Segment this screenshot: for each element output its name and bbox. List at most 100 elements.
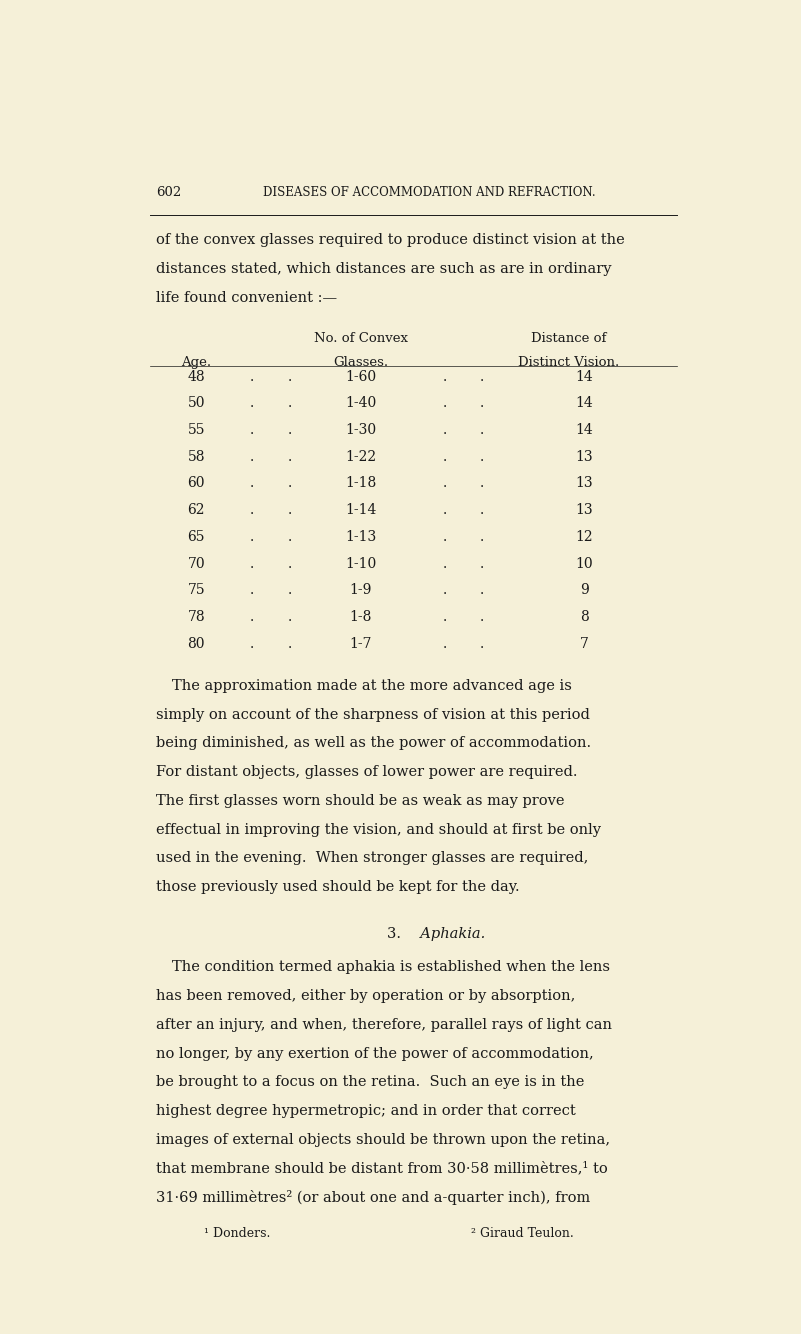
Text: .: . — [442, 503, 447, 518]
Text: those previously used should be kept for the day.: those previously used should be kept for… — [156, 880, 520, 894]
Text: Distance of: Distance of — [531, 332, 606, 344]
Text: .: . — [250, 450, 255, 464]
Text: of the convex glasses required to produce distinct vision at the: of the convex glasses required to produc… — [156, 233, 625, 247]
Text: .: . — [288, 583, 292, 598]
Text: .: . — [288, 370, 292, 384]
Text: .: . — [480, 370, 484, 384]
Text: images of external objects should be thrown upon the retina,: images of external objects should be thr… — [156, 1133, 610, 1147]
Text: .: . — [442, 370, 447, 384]
Text: .: . — [288, 423, 292, 438]
Text: 8: 8 — [580, 610, 589, 624]
Text: 13: 13 — [575, 503, 594, 518]
Text: 62: 62 — [187, 503, 205, 518]
Text: .: . — [480, 396, 484, 411]
Text: .: . — [288, 610, 292, 624]
Text: .: . — [480, 583, 484, 598]
Text: no longer, by any exertion of the power of accommodation,: no longer, by any exertion of the power … — [156, 1047, 594, 1061]
Text: .: . — [250, 530, 255, 544]
Text: 1-13: 1-13 — [345, 530, 376, 544]
Text: 70: 70 — [187, 556, 205, 571]
Text: No. of Convex: No. of Convex — [314, 332, 408, 344]
Text: 1-30: 1-30 — [345, 423, 376, 438]
Text: used in the evening.  When stronger glasses are required,: used in the evening. When stronger glass… — [156, 851, 589, 866]
Text: simply on account of the sharpness of vision at this period: simply on account of the sharpness of vi… — [156, 707, 590, 722]
Text: .: . — [250, 636, 255, 651]
Text: The condition termed aphakia is established when the lens: The condition termed aphakia is establis… — [171, 960, 610, 974]
Text: .: . — [250, 370, 255, 384]
Text: 60: 60 — [187, 476, 205, 491]
Text: effectual in improving the vision, and should at first be only: effectual in improving the vision, and s… — [156, 823, 601, 836]
Text: distances stated, which distances are such as are in ordinary: distances stated, which distances are su… — [156, 261, 611, 276]
Text: 80: 80 — [187, 636, 205, 651]
Text: 13: 13 — [575, 476, 594, 491]
Text: .: . — [288, 476, 292, 491]
Text: life found convenient :—: life found convenient :— — [156, 291, 337, 304]
Text: 1-60: 1-60 — [345, 370, 376, 384]
Text: has been removed, either by operation or by absorption,: has been removed, either by operation or… — [156, 988, 575, 1003]
Text: 1-14: 1-14 — [345, 503, 376, 518]
Text: .: . — [442, 530, 447, 544]
Text: 14: 14 — [575, 396, 594, 411]
Text: .: . — [250, 503, 255, 518]
Text: .: . — [442, 583, 447, 598]
Text: 1-10: 1-10 — [345, 556, 376, 571]
Text: .: . — [442, 610, 447, 624]
Text: 602: 602 — [156, 185, 181, 199]
Text: .: . — [250, 610, 255, 624]
Text: The first glasses worn should be as weak as may prove: The first glasses worn should be as weak… — [156, 794, 565, 808]
Text: .: . — [442, 396, 447, 411]
Text: 55: 55 — [187, 423, 205, 438]
Text: 58: 58 — [187, 450, 205, 464]
Text: DISEASES OF ACCOMMODATION AND REFRACTION.: DISEASES OF ACCOMMODATION AND REFRACTION… — [263, 185, 595, 199]
Text: 1-7: 1-7 — [349, 636, 372, 651]
Text: 9: 9 — [580, 583, 589, 598]
Text: .: . — [288, 396, 292, 411]
Text: .: . — [480, 503, 484, 518]
Text: .: . — [250, 476, 255, 491]
Text: .: . — [288, 530, 292, 544]
Text: 31·69 millimètres² (or about one and a-quarter inch), from: 31·69 millimètres² (or about one and a-q… — [156, 1190, 590, 1206]
Text: ² Giraud Teulon.: ² Giraud Teulon. — [471, 1227, 574, 1241]
Text: 14: 14 — [575, 423, 594, 438]
Text: 3.: 3. — [387, 927, 410, 942]
Text: .: . — [480, 636, 484, 651]
Text: 1-8: 1-8 — [350, 610, 372, 624]
Text: 7: 7 — [580, 636, 589, 651]
Text: .: . — [288, 503, 292, 518]
Text: 78: 78 — [187, 610, 205, 624]
Text: For distant objects, glasses of lower power are required.: For distant objects, glasses of lower po… — [156, 766, 578, 779]
Text: .: . — [250, 396, 255, 411]
Text: be brought to a focus on the retina.  Such an eye is in the: be brought to a focus on the retina. Suc… — [156, 1075, 585, 1090]
Text: .: . — [250, 583, 255, 598]
Text: 1-22: 1-22 — [345, 450, 376, 464]
Text: 13: 13 — [575, 450, 594, 464]
Text: 1-40: 1-40 — [345, 396, 376, 411]
Text: 50: 50 — [187, 396, 205, 411]
Text: 1-18: 1-18 — [345, 476, 376, 491]
Text: 75: 75 — [187, 583, 205, 598]
Text: The approximation made at the more advanced age is: The approximation made at the more advan… — [171, 679, 571, 692]
Text: .: . — [480, 610, 484, 624]
Text: 48: 48 — [187, 370, 205, 384]
Text: .: . — [288, 450, 292, 464]
Text: .: . — [288, 556, 292, 571]
Text: Glasses.: Glasses. — [333, 356, 388, 370]
Text: .: . — [480, 530, 484, 544]
Text: Aphakia.: Aphakia. — [410, 927, 485, 942]
Text: .: . — [442, 476, 447, 491]
Text: that membrane should be distant from 30·58 millimètres,¹ to: that membrane should be distant from 30·… — [156, 1162, 608, 1175]
Text: .: . — [480, 423, 484, 438]
Text: .: . — [288, 636, 292, 651]
Text: 14: 14 — [575, 370, 594, 384]
Text: 65: 65 — [187, 530, 205, 544]
Text: highest degree hypermetropic; and in order that correct: highest degree hypermetropic; and in ord… — [156, 1105, 576, 1118]
Text: 12: 12 — [575, 530, 594, 544]
Text: .: . — [480, 556, 484, 571]
Text: 1-9: 1-9 — [350, 583, 372, 598]
Text: after an injury, and when, therefore, parallel rays of light can: after an injury, and when, therefore, pa… — [156, 1018, 612, 1031]
Text: Age.: Age. — [181, 356, 211, 370]
Text: being diminished, as well as the power of accommodation.: being diminished, as well as the power o… — [156, 736, 591, 750]
Text: ¹ Donders.: ¹ Donders. — [203, 1227, 270, 1241]
Text: .: . — [442, 450, 447, 464]
Text: .: . — [480, 450, 484, 464]
